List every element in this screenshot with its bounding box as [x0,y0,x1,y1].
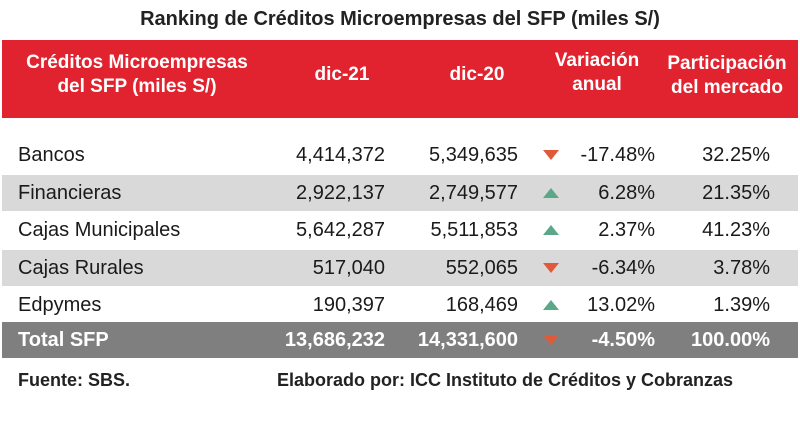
down-arrow-icon [540,137,562,173]
row-variacion: 2.37% [598,219,655,241]
row-dic20: 5,349,635 [429,144,518,166]
table-row: Cajas Municipales 5,642,287 5,511,853 2.37%… [2,212,798,248]
row-dic21: 4,414,372 [296,144,385,166]
row-dic21: 517,040 [312,256,385,279]
header-par-line2: del mercado [671,77,783,98]
header-par-line1: Participación [667,53,787,74]
row-name: Cajas Rurales [18,256,144,279]
table-row: Financieras 2,922,137 2,749,577 6.28% 21.35% [2,174,798,211]
row-dic21: 2,922,137 [296,181,385,204]
row-participacion: 21.35% [702,181,770,204]
row-dic20: 552,065 [445,256,518,279]
up-arrow-icon [540,212,562,248]
row-dic20: 5,511,853 [430,219,519,241]
row-name: Edpymes [18,294,102,316]
row-participacion: 32.25% [702,144,770,166]
row-participacion: 1.39% [713,294,770,316]
row-dic21: 13,686,232 [284,329,385,351]
total-row: Total SFP 13,686,232 14,331,600 -4.50% 100.0… [2,322,798,358]
header-name-line1: Créditos Microempresas [26,52,248,73]
row-dic20: 14,331,600 [417,329,518,351]
header-name: Créditos Microempresas del SFP (miles S/… [2,50,272,100]
down-arrow-icon [540,322,562,358]
down-arrow-icon [540,250,562,286]
row-name: Financieras [18,181,122,204]
row-dic20: 168,469 [445,294,518,316]
row-name: Cajas Municipales [18,219,181,241]
header-dic21: dic-21 [314,64,370,85]
row-variacion: -4.50% [591,329,655,351]
up-arrow-icon [540,287,562,323]
credit-note: Elaborado por: ICC Instituto de Créditos… [277,370,734,390]
row-participacion: 41.23% [702,219,770,241]
up-arrow-icon [540,175,562,211]
row-variacion: -6.34% [591,256,655,279]
header-name-line2: del SFP (miles S/) [57,76,217,97]
row-dic20: 2,749,577 [429,181,518,204]
table-row: Edpymes 190,397 168,469 13.02% 1.39% [2,287,798,323]
row-participacion: 3.78% [713,256,770,279]
row-name: Total SFP [18,329,109,351]
header-var-line2: anual [572,74,622,95]
table-row: Bancos 4,414,372 5,349,635 -17.48% 32.25% [2,137,798,173]
source-note: Fuente: SBS. [18,370,131,390]
row-variacion: -17.48% [580,144,656,166]
header-var-line1: Variación [554,50,640,71]
header-participacion: Participación del mercado [657,48,797,104]
row-dic21: 5,642,287 [296,219,385,241]
row-name: Bancos [18,144,85,166]
table-header: Créditos Microempresas del SFP (miles S/… [2,40,798,118]
page-title: Ranking de Créditos Microempresas del SF… [140,8,660,30]
header-variacion: Variación anual [537,48,657,98]
row-variacion: 13.02% [587,294,655,316]
header-dic20: dic-20 [449,64,505,85]
row-dic21: 190,397 [312,294,385,316]
table-row: Cajas Rurales 517,040 552,065 -6.34% 3.78% [2,249,798,286]
row-participacion: 100.00% [691,329,770,351]
row-variacion: 6.28% [598,181,655,204]
